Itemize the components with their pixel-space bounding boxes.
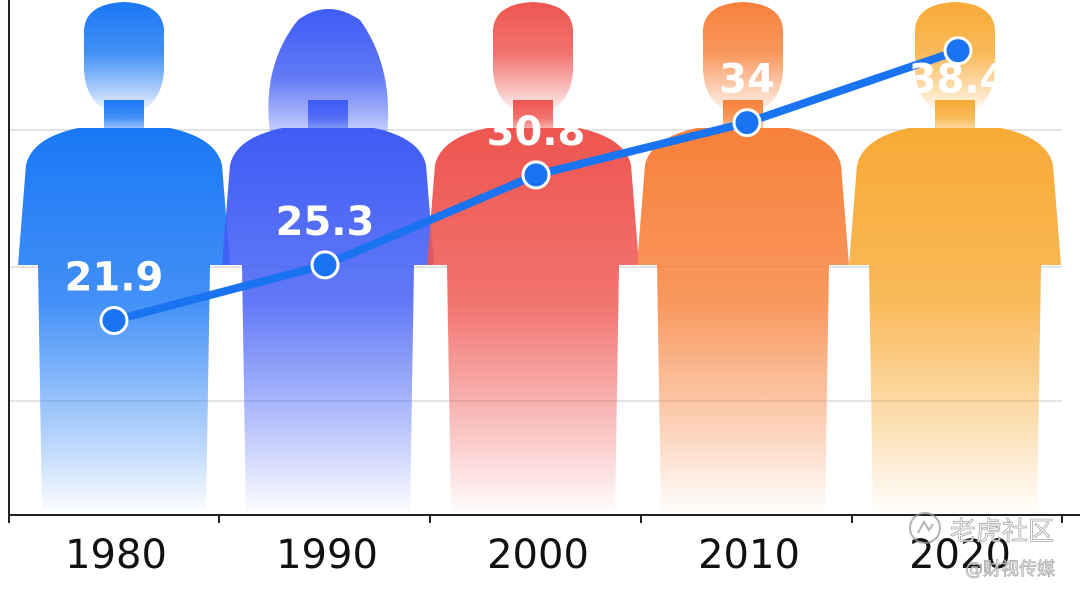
x-tick-label-2010: 2010 xyxy=(698,532,800,578)
data-point-2020 xyxy=(943,36,973,66)
watermark-primary: 老虎社区 xyxy=(950,517,1054,547)
data-label-2010: 34 xyxy=(719,57,775,103)
x-tick-labels: 1980 1990 2000 2010 2020 xyxy=(65,532,1011,578)
person-silhouette-2000 xyxy=(427,2,639,515)
person-silhouettes xyxy=(18,2,1061,515)
watermark-logo-icon xyxy=(909,512,941,544)
x-tick-label-1990: 1990 xyxy=(276,532,378,578)
x-axis-ticks xyxy=(8,515,1063,523)
data-labels: 21.9 25.3 30.8 34 38.4 xyxy=(65,57,1008,301)
data-point-1980 xyxy=(99,305,129,335)
person-silhouette-1990 xyxy=(222,9,434,515)
data-point-1990 xyxy=(310,250,340,280)
x-tick-label-2020: 2020 xyxy=(909,532,1011,578)
data-label-2000: 30.8 xyxy=(487,109,586,155)
data-point-2010 xyxy=(732,108,762,138)
data-label-1990: 25.3 xyxy=(276,199,375,245)
data-label-2020: 38.4 xyxy=(909,57,1008,103)
watermark-secondary: @财视传媒 xyxy=(965,559,1055,580)
watermark: 老虎社区 @财视传媒 xyxy=(909,512,1055,580)
data-label-1980: 21.9 xyxy=(65,254,164,300)
data-points xyxy=(99,36,973,335)
data-point-2000 xyxy=(521,160,551,190)
x-tick-label-2000: 2000 xyxy=(487,532,589,578)
x-tick-label-1980: 1980 xyxy=(65,532,167,578)
